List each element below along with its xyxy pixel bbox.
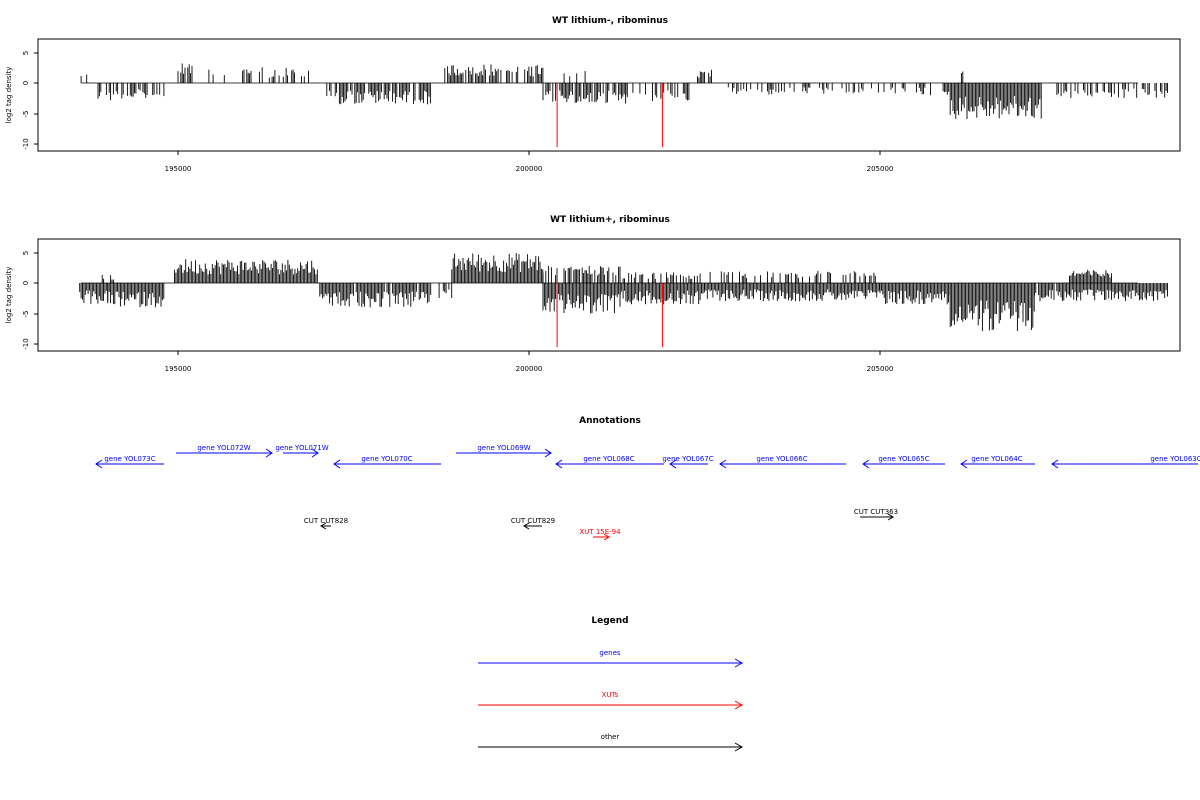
gene-arrow-head xyxy=(555,459,563,469)
panel-1-xtick: 205000 xyxy=(867,165,894,173)
legend-item-xuts: XUTs xyxy=(478,691,744,710)
cut-label: CUT CUT363 xyxy=(854,508,898,516)
panel-2-ytick: 5 xyxy=(22,251,30,255)
gene-arrow-head xyxy=(333,459,341,469)
panel-2-xtick: 200000 xyxy=(516,365,543,373)
panel-1-ytick: -10 xyxy=(22,138,30,149)
cut-arrow-head xyxy=(320,522,327,530)
gene-arrow-head xyxy=(265,448,273,458)
gene-arrow-head xyxy=(719,459,727,469)
legend-label: genes xyxy=(599,649,620,657)
cut-label: CUT CUT829 xyxy=(511,517,555,525)
panel-1-bars xyxy=(80,63,1168,119)
legend-title: Legend xyxy=(591,616,628,626)
cut-arrow-head xyxy=(523,522,530,530)
annotations-title: Annotations xyxy=(579,416,641,426)
gene-feature: gene YOL071W xyxy=(275,444,329,458)
panel-1-xaxis: 195000 200000 205000 xyxy=(165,151,894,173)
legend-arrow-head xyxy=(734,742,744,752)
panel-2-title: WT lithium+, ribominus xyxy=(550,215,670,225)
gene-feature: gene YOL072W xyxy=(176,444,273,458)
legend-item-genes: genes xyxy=(478,649,744,668)
annotations-panel: Annotations gene YOL073C gene YOL072W ge… xyxy=(95,416,1200,541)
legend: Legend genes XUTs other xyxy=(478,616,744,752)
gene-feature: gene YOL065C xyxy=(862,455,945,469)
legend-item-other: other xyxy=(478,733,744,752)
gene-label: gene YOL072W xyxy=(197,444,250,452)
panel-1: WT lithium-, ribominus log2 tag density … xyxy=(5,16,1181,173)
panel-1-ytick: 5 xyxy=(22,51,30,55)
panel-2-xtick: 205000 xyxy=(867,365,894,373)
xut-label: XUT 15E-94 xyxy=(579,528,621,536)
gene-arrow-head xyxy=(669,459,677,469)
gene-feature: gene YOL063C xyxy=(1051,455,1200,469)
cut-feature: CUT CUT828 xyxy=(304,517,348,530)
gene-label: gene YOL063C xyxy=(1150,455,1200,463)
legend-label: XUTs xyxy=(602,691,619,699)
panel-2-bars xyxy=(79,252,1168,332)
gene-label: gene YOL073C xyxy=(104,455,155,463)
cut-feature: CUT CUT829 xyxy=(511,517,555,530)
gene-label: gene YOL066C xyxy=(756,455,807,463)
gene-feature: gene YOL068C xyxy=(555,455,664,469)
panel-1-ylabel: log2 tag density xyxy=(5,67,13,124)
gene-feature: gene YOL066C xyxy=(719,455,846,469)
cut-arrow-head xyxy=(887,513,894,521)
panel-1-xtick: 195000 xyxy=(165,165,192,173)
panel-1-markers xyxy=(556,83,663,148)
panel-2-yaxis: 5 0 -5 -10 xyxy=(22,251,38,350)
panel-2-ytick: 0 xyxy=(22,281,30,285)
gene-arrow-head xyxy=(960,459,968,469)
panel-1-frame xyxy=(37,38,1181,152)
panel-2-markers xyxy=(556,283,663,348)
panel-2-frame xyxy=(37,238,1181,352)
gene-label: gene YOL067C xyxy=(662,455,713,463)
panel-1-xtick: 200000 xyxy=(516,165,543,173)
panel-2-ylabel: log2 tag density xyxy=(5,267,13,324)
panel-2-ytick: -10 xyxy=(22,338,30,349)
legend-arrow-head xyxy=(734,658,744,668)
panel-2-xaxis: 195000 200000 205000 xyxy=(165,351,894,373)
xut-arrow-head xyxy=(603,533,610,541)
cut-feature: CUT CUT363 xyxy=(854,508,898,521)
gene-feature: gene YOL067C xyxy=(662,455,714,469)
gene-label: gene YOL071W xyxy=(275,444,328,452)
panel-1-ytick: -5 xyxy=(22,111,30,118)
xut-feature: XUT 15E-94 xyxy=(579,528,621,541)
gene-arrow-head xyxy=(95,459,103,469)
gene-label: gene YOL070C xyxy=(361,455,412,463)
gene-feature: gene YOL070C xyxy=(333,455,441,469)
gene-label: gene YOL064C xyxy=(971,455,1022,463)
panel-2: WT lithium+, ribominus log2 tag density … xyxy=(5,215,1181,373)
gene-feature: gene YOL064C xyxy=(960,455,1035,469)
panel-2-xtick: 195000 xyxy=(165,365,192,373)
gene-label: gene YOL068C xyxy=(583,455,634,463)
panel-1-yaxis: 5 0 -5 -10 xyxy=(22,51,38,150)
gene-arrow-head xyxy=(1051,459,1059,469)
legend-arrow-head xyxy=(734,700,744,710)
gene-feature: gene YOL069W xyxy=(456,444,552,458)
panel-1-title: WT lithium-, ribominus xyxy=(552,16,668,26)
gene-feature: gene YOL073C xyxy=(95,455,164,469)
panel-1-ytick: 0 xyxy=(22,81,30,85)
cut-label: CUT CUT828 xyxy=(304,517,348,525)
legend-label: other xyxy=(601,733,620,741)
panel-2-ytick: -5 xyxy=(22,311,30,318)
gene-arrow-head xyxy=(311,448,319,458)
gene-label: gene YOL069W xyxy=(477,444,530,452)
gene-arrow-head xyxy=(862,459,870,469)
gene-label: gene YOL065C xyxy=(878,455,929,463)
gene-arrow-head xyxy=(544,448,552,458)
